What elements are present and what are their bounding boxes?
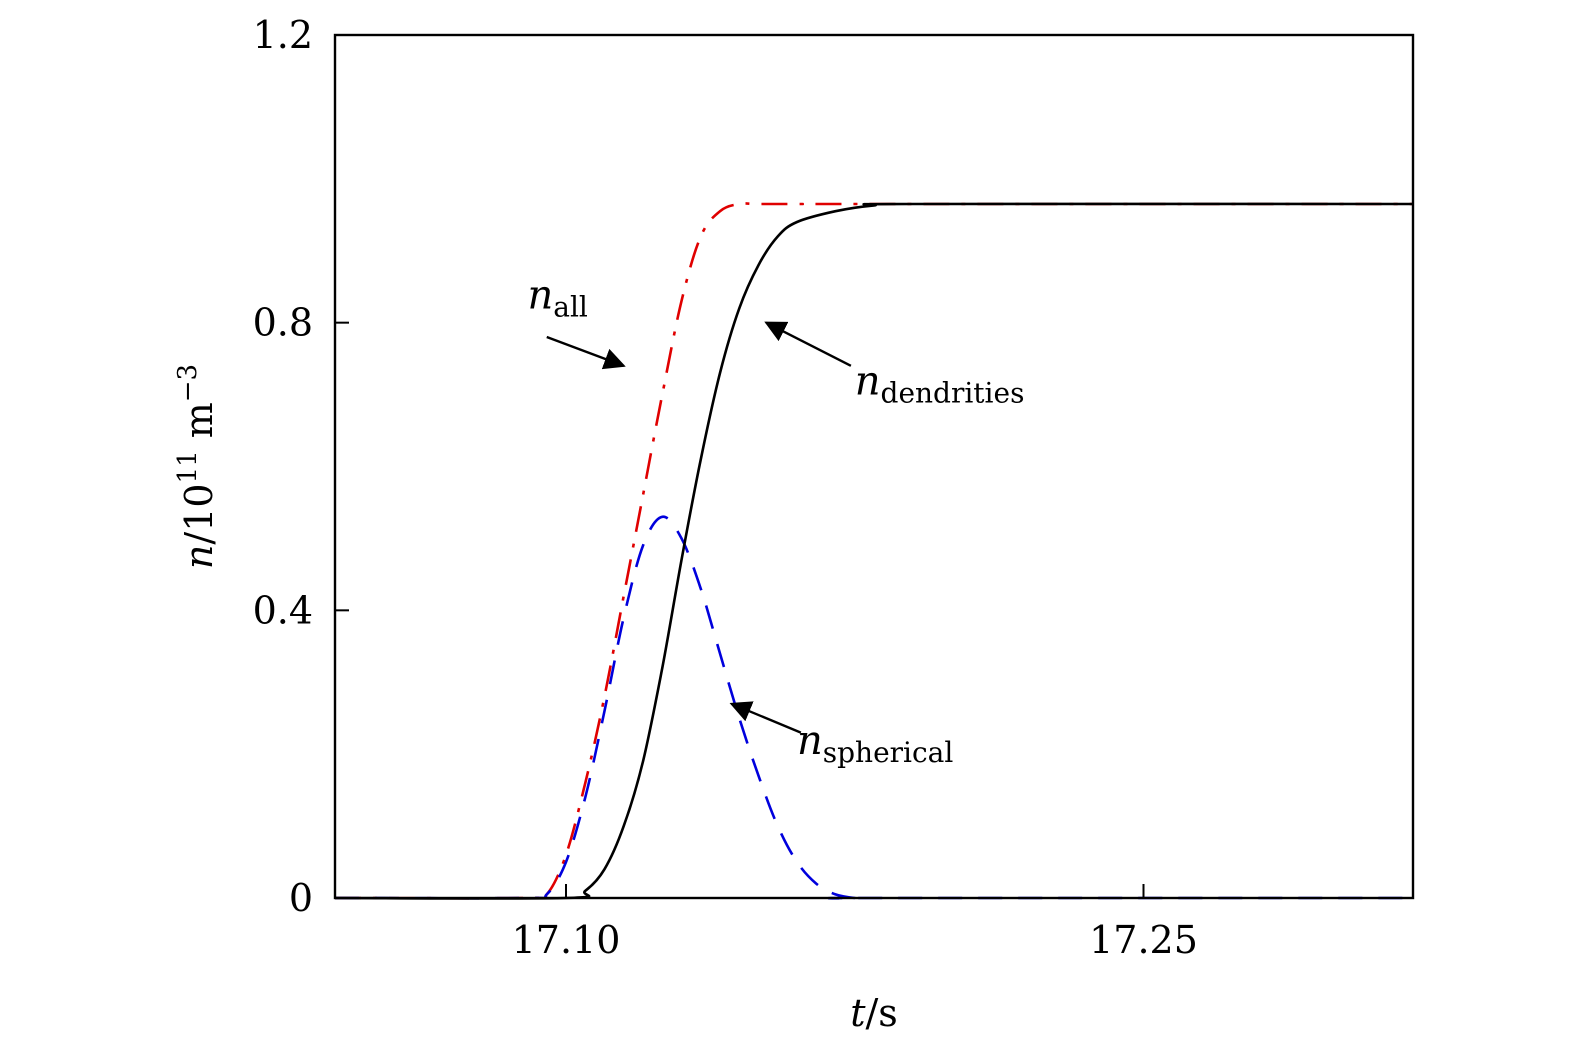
annotation-label-dendrities: ndendrities — [855, 359, 1025, 410]
annotation-arrow-all — [546, 335, 626, 370]
plot-frame — [333, 33, 1415, 900]
x-axis-label: t/s — [850, 991, 898, 1035]
x-tick-label: 17.10 — [512, 918, 621, 962]
annotation-arrow-dendrities — [764, 321, 852, 367]
y-tick-label: 0 — [289, 876, 313, 920]
y-tick-label: 0.8 — [253, 301, 313, 345]
annotation-arrow-spherical — [729, 701, 802, 734]
y-tick-label: 0.4 — [253, 588, 313, 632]
series-layer — [334, 202, 1414, 900]
y-tick-label: 1.2 — [253, 13, 313, 57]
series-line-n-all — [334, 202, 1413, 900]
annotation-label-spherical: nspherical — [797, 718, 953, 769]
annotation-label-all: nall — [528, 272, 588, 323]
series-line-n-spherical — [334, 515, 1413, 900]
ticks-layer: 17.10 17.25 0 0.4 0.8 1.2 — [253, 13, 1198, 962]
series-line-n-dendrities — [334, 202, 1414, 900]
x-tick-label: 17.25 — [1089, 918, 1198, 962]
annotations-layer: nall ndendrities nspherical — [528, 272, 1025, 769]
y-axis-label: n/1011 m−3 — [173, 364, 221, 569]
